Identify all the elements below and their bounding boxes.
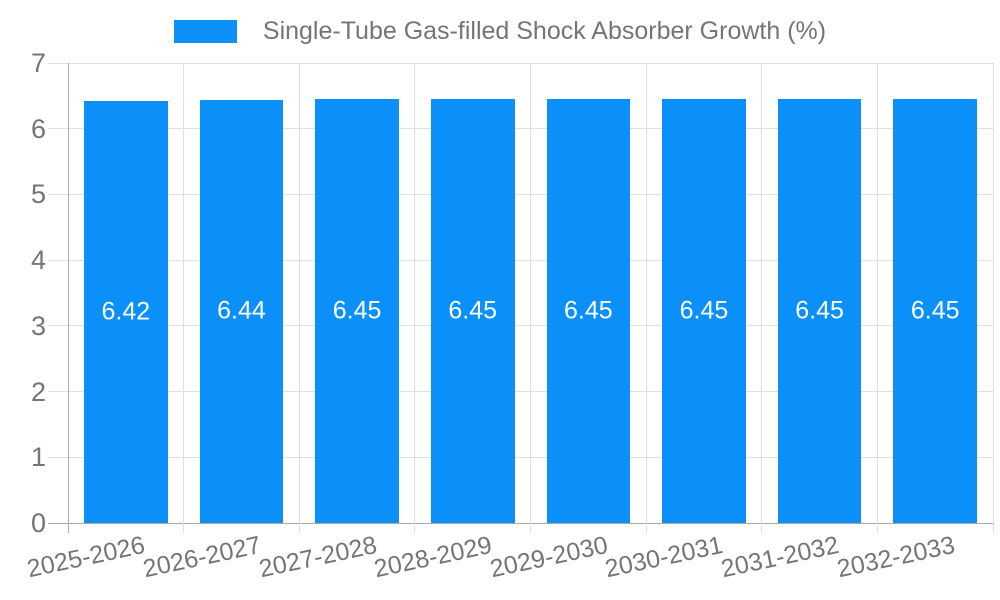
- grid-line-horizontal: [48, 193, 993, 195]
- x-axis-tick-label: 2028-2029: [371, 531, 495, 584]
- grid-line-vertical: [992, 63, 994, 533]
- y-axis-tick-label: 2: [30, 376, 46, 407]
- x-axis-tick-label: 2026-2027: [140, 531, 264, 584]
- y-axis-tick-label: 4: [30, 245, 46, 276]
- grid-line-vertical: [876, 63, 878, 533]
- x-axis-tick-label: 2032-2033: [834, 531, 958, 584]
- grid-line-vertical: [298, 63, 300, 533]
- x-axis-tick-label: 2029-2030: [487, 531, 611, 584]
- bar-value-label: 6.45: [910, 296, 960, 325]
- y-axis-tick-label: 6: [30, 113, 46, 144]
- grid-line-vertical: [645, 63, 647, 533]
- y-axis-tick-label: 7: [30, 48, 46, 78]
- bar: 6.44: [199, 99, 284, 523]
- grid-line-vertical: [761, 63, 763, 533]
- bar-value-label: 6.45: [679, 296, 729, 325]
- bar: 6.45: [315, 99, 399, 523]
- bar-value-label: 6.45: [563, 296, 613, 325]
- y-axis-tick-label: 5: [30, 179, 46, 210]
- grid-line-horizontal: [48, 325, 993, 327]
- grid-line-horizontal: [48, 62, 993, 64]
- x-axis-baseline: [48, 522, 993, 524]
- bar: 6.45: [777, 99, 862, 523]
- y-axis-tick-label: 1: [30, 442, 46, 473]
- grid-line-horizontal: [48, 391, 993, 393]
- x-axis-tick-label: 2030-2031: [602, 531, 726, 584]
- bar: 6.45: [662, 99, 746, 523]
- bar-value-label: 6.44: [217, 296, 266, 325]
- x-axis-tick-label: 2025-2026: [24, 531, 148, 584]
- y-axis-tick-label: 3: [30, 310, 46, 341]
- legend-swatch-icon: [173, 19, 237, 43]
- legend[interactable]: Single-Tube Gas-filled Shock Absorber Gr…: [0, 17, 1000, 45]
- grid-line-horizontal: [48, 259, 993, 261]
- bar: 6.45: [893, 99, 977, 523]
- grid-line-horizontal: [48, 456, 993, 458]
- x-axis-tick-label: 2031-2032: [718, 531, 842, 584]
- y-axis-line: [67, 63, 69, 533]
- bar-value-label: 6.45: [795, 296, 844, 325]
- bar: 6.45: [430, 99, 515, 523]
- x-axis-tick-label: 2027-2028: [256, 531, 379, 584]
- grid-line-vertical: [183, 63, 185, 533]
- legend-label: Single-Tube Gas-filled Shock Absorber Gr…: [262, 17, 827, 45]
- y-axis-tick-label: 0: [30, 508, 46, 538]
- bar-value-label: 6.45: [448, 296, 498, 325]
- bar: 6.45: [546, 99, 631, 523]
- bar-value-label: 6.45: [332, 296, 382, 325]
- grid-line-horizontal: [48, 128, 993, 130]
- grid-line-vertical: [414, 63, 416, 533]
- bar-value-label: 6.42: [101, 297, 151, 326]
- bar: 6.42: [84, 101, 168, 523]
- grid-line-vertical: [530, 63, 531, 533]
